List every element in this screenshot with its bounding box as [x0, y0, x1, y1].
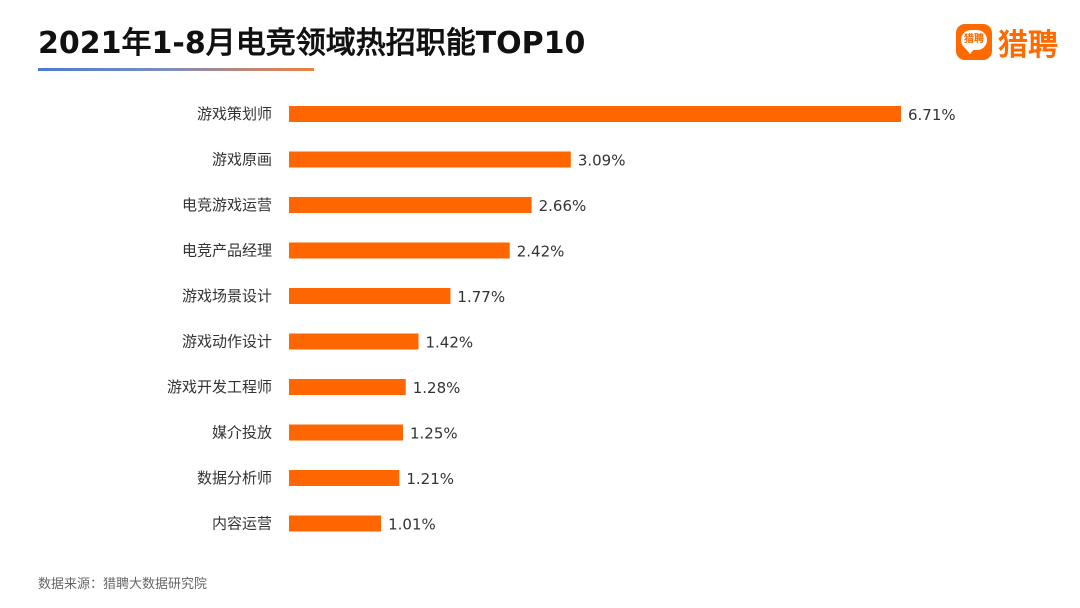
brand-logo: 猎聘 猎聘	[956, 20, 1058, 64]
category-label: 媒介投放	[212, 424, 272, 442]
category-label: 电竞产品经理	[182, 242, 272, 260]
value-label: 1.77%	[457, 288, 505, 306]
value-label: 2.66%	[539, 197, 587, 215]
brand-icon-text: 猎聘	[964, 34, 984, 45]
bar	[289, 515, 382, 532]
bar	[289, 106, 901, 122]
category-label: 游戏动作设计	[182, 333, 272, 351]
value-label: 1.28%	[413, 379, 461, 397]
bar	[289, 424, 404, 441]
value-label: 1.01%	[388, 516, 436, 534]
category-label: 游戏场景设计	[182, 287, 272, 305]
chart-title: 2021年1-8月电竞领域热招职能TOP10	[38, 26, 586, 61]
bar	[289, 288, 451, 304]
bar	[289, 379, 406, 395]
value-label: 1.21%	[406, 470, 454, 488]
category-label: 数据分析师	[197, 469, 272, 487]
category-label: 游戏原画	[212, 151, 272, 169]
value-label: 2.42%	[517, 243, 565, 261]
value-label: 6.71%	[908, 106, 956, 124]
bar	[289, 242, 510, 259]
category-label: 游戏开发工程师	[167, 378, 272, 396]
category-label: 电竞游戏运营	[182, 196, 272, 214]
data-source-note: 数据来源：猎聘大数据研究院	[38, 577, 208, 592]
bar	[289, 333, 419, 350]
category-label: 内容运营	[212, 515, 272, 533]
brand-name: 猎聘	[998, 28, 1058, 63]
value-label: 1.42%	[426, 334, 474, 352]
bar	[289, 197, 532, 213]
chat-bubble-icon: 猎聘	[956, 24, 992, 60]
bar	[289, 151, 571, 168]
category-label: 游戏策划师	[197, 105, 272, 123]
value-label: 1.25%	[410, 425, 458, 443]
value-label: 3.09%	[578, 152, 626, 170]
title-underline	[38, 68, 314, 71]
bar	[289, 470, 400, 486]
